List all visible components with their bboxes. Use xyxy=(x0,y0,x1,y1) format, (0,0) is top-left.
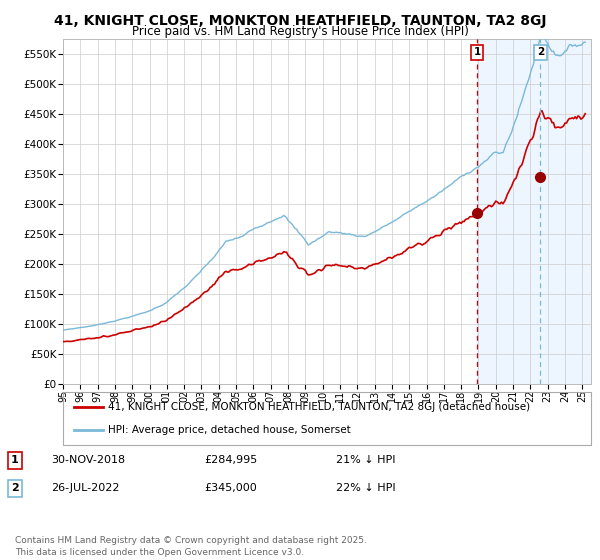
Text: 1: 1 xyxy=(11,455,19,465)
Text: 2: 2 xyxy=(536,48,544,57)
Text: 22% ↓ HPI: 22% ↓ HPI xyxy=(336,483,395,493)
Text: 41, KNIGHT CLOSE, MONKTON HEATHFIELD, TAUNTON, TA2 8GJ (detached house): 41, KNIGHT CLOSE, MONKTON HEATHFIELD, TA… xyxy=(108,402,530,412)
Bar xyxy=(477,39,600,384)
Text: 2: 2 xyxy=(11,483,19,493)
Text: 41, KNIGHT CLOSE, MONKTON HEATHFIELD, TAUNTON, TA2 8GJ: 41, KNIGHT CLOSE, MONKTON HEATHFIELD, TA… xyxy=(54,14,546,28)
Text: 30-NOV-2018: 30-NOV-2018 xyxy=(51,455,125,465)
Text: 26-JUL-2022: 26-JUL-2022 xyxy=(51,483,119,493)
Text: Contains HM Land Registry data © Crown copyright and database right 2025.
This d: Contains HM Land Registry data © Crown c… xyxy=(15,536,367,557)
Text: 1: 1 xyxy=(473,48,481,57)
Text: 21% ↓ HPI: 21% ↓ HPI xyxy=(336,455,395,465)
Text: HPI: Average price, detached house, Somerset: HPI: Average price, detached house, Some… xyxy=(108,425,350,435)
Text: £345,000: £345,000 xyxy=(204,483,257,493)
Text: Price paid vs. HM Land Registry's House Price Index (HPI): Price paid vs. HM Land Registry's House … xyxy=(131,25,469,38)
Text: £284,995: £284,995 xyxy=(204,455,257,465)
